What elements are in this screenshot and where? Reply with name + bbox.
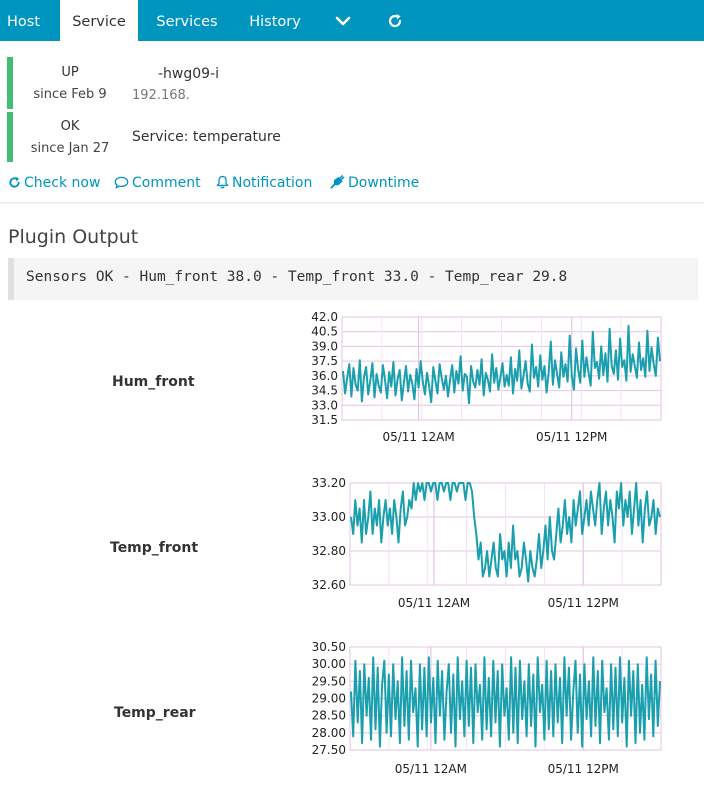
tab-history[interactable]: History (249, 14, 301, 30)
series-line (350, 656, 661, 748)
metric-label-hum-front: Hum_front (112, 374, 195, 390)
y-tick-label: 36.0 (311, 369, 338, 383)
x-tick-label: 05/11 12AM (398, 596, 470, 610)
y-tick-label: 33.0 (311, 398, 338, 412)
tab-services[interactable]: Services (156, 14, 218, 30)
check-now-label: Check now (24, 175, 101, 191)
service-state: OK (60, 119, 80, 134)
x-tick-label: 05/11 12AM (382, 430, 454, 444)
plug-icon (330, 175, 345, 189)
temp-rear-chart[interactable]: 30.50 30.00 29.50 29.00 28.50 28.00 27.50 05/11… (300, 638, 670, 778)
comment-icon (114, 176, 129, 189)
y-tick-label: 32.60 (312, 578, 346, 592)
host-state-indicator (7, 57, 13, 109)
y-tick-label: 30.00 (312, 657, 346, 671)
downtime-label: Downtime (348, 175, 420, 191)
host-state-since: since Feb 9 (33, 87, 107, 102)
hum-front-chart[interactable]: 42.040.539.037.536.034.533.031.5 05/11 12… (300, 308, 670, 448)
host-address: 192.168. (132, 88, 190, 103)
comment-button[interactable]: Comment (114, 175, 201, 191)
host-state: UP (61, 65, 79, 80)
tab-service[interactable]: Service (60, 0, 138, 41)
chevron-down-icon[interactable] (334, 12, 352, 30)
x-tick-label: 05/11 12AM (395, 762, 467, 776)
tab-host[interactable]: Host (6, 14, 40, 30)
y-tick-label: 30.50 (312, 640, 346, 654)
y-tick-label: 32.80 (312, 544, 346, 558)
comment-label: Comment (132, 175, 201, 191)
quick-actions: Check now Comment Notification Downtime (0, 172, 704, 202)
check-now-button[interactable]: Check now (8, 175, 100, 191)
bell-icon (216, 175, 229, 189)
refresh-icon (9, 176, 20, 188)
notification-label: Notification (232, 175, 313, 191)
y-tick-label: 34.5 (311, 384, 338, 398)
y-tick-label: 29.50 (312, 674, 346, 688)
host-state-row[interactable]: UP since Feb 9 -hwg09-i 192.168. (0, 57, 704, 109)
host-name: -hwg09-i (158, 66, 220, 82)
y-tick-label: 39.0 (311, 339, 338, 353)
plugin-output-title: Plugin Output (8, 226, 139, 248)
y-tick-label: 42.0 (311, 310, 338, 324)
header-divider (0, 202, 704, 205)
x-tick-label: 05/11 12PM (548, 596, 619, 610)
y-tick-label: 28.00 (312, 726, 346, 740)
y-tick-label: 37.5 (311, 354, 338, 368)
y-tick-label: 31.5 (311, 413, 338, 427)
y-tick-label: 40.5 (311, 325, 338, 339)
notification-button[interactable]: Notification (216, 175, 312, 191)
y-tick-label: 27.50 (312, 743, 346, 757)
tab-bar: Host Service Services History (0, 0, 704, 41)
metric-label-temp-rear: Temp_rear (114, 705, 196, 721)
y-tick-label: 33.20 (312, 476, 346, 490)
x-tick-label: 05/11 12PM (548, 762, 619, 776)
plugin-output-text: Sensors OK - Hum_front 38.0 - Temp_front… (26, 269, 568, 285)
downtime-button[interactable]: Downtime (330, 175, 419, 191)
refresh-icon[interactable] (386, 12, 404, 30)
service-state-indicator (7, 112, 13, 162)
service-state-since: since Jan 27 (30, 141, 110, 156)
service-name: Service: temperature (132, 129, 281, 145)
temp-front-chart[interactable]: 33.20 33.00 32.80 32.60 05/11 12AM 05/11 12PM (300, 474, 670, 614)
x-tick-label: 05/11 12PM (536, 430, 607, 444)
series-line (342, 324, 661, 405)
metric-label-temp-front: Temp_front (110, 540, 199, 556)
y-tick-label: 29.00 (312, 692, 346, 706)
service-state-row[interactable]: OK since Jan 27 Service: temperature (0, 112, 704, 162)
y-tick-label: 28.50 (312, 709, 346, 723)
y-tick-label: 33.00 (312, 510, 346, 524)
series-line (350, 482, 661, 583)
plugin-output-box: Sensors OK - Hum_front 38.0 - Temp_front… (8, 258, 698, 300)
